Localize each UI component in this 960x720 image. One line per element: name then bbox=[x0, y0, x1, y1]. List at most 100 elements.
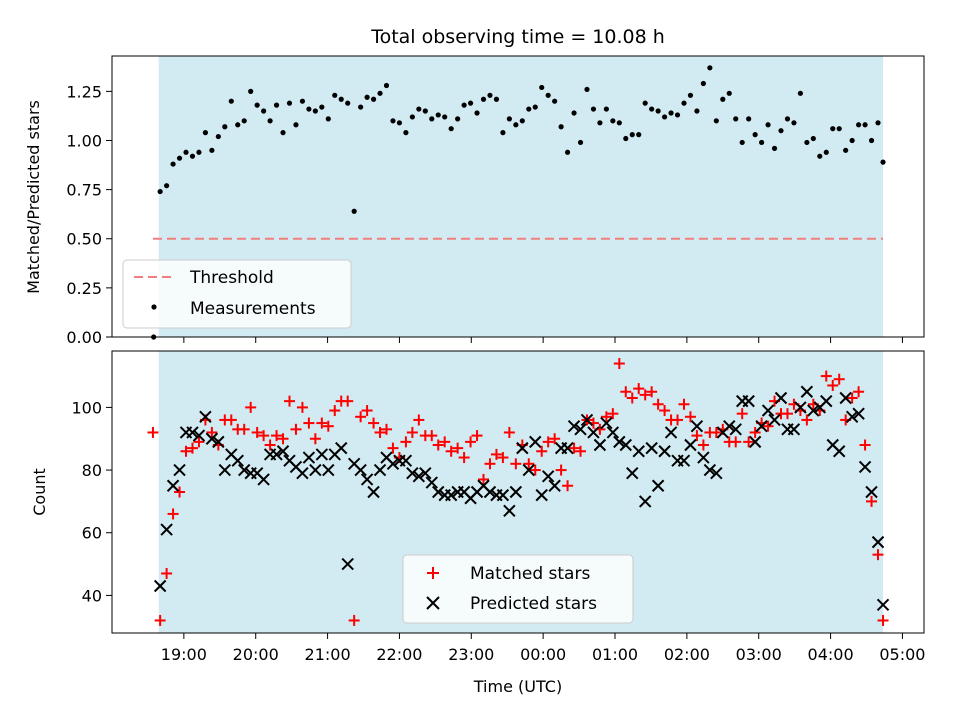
predicted-star-point bbox=[419, 466, 432, 480]
matched-star-point bbox=[497, 452, 509, 464]
predicted-star-point bbox=[852, 407, 865, 420]
predicted-star-point bbox=[406, 466, 419, 480]
matched-star-point bbox=[866, 495, 878, 507]
legend-measurements-swatch bbox=[151, 304, 157, 310]
measurement-point bbox=[370, 96, 377, 102]
measurement-point bbox=[448, 126, 454, 132]
matched-star-point bbox=[147, 426, 159, 438]
matched-star-point bbox=[452, 442, 464, 454]
matched-star-point bbox=[387, 442, 399, 454]
x-tick-label: 23:00 bbox=[448, 645, 494, 664]
matched-star-point bbox=[465, 436, 477, 448]
bottom-y-axis: 40 60 80 100 bbox=[71, 398, 112, 605]
predicted-star-point bbox=[186, 426, 199, 439]
matched-star-point bbox=[872, 549, 884, 561]
predicted-star-point bbox=[503, 504, 516, 518]
top-y-axis-label: Matched/Predicted stars bbox=[24, 100, 43, 294]
measurement-point bbox=[455, 116, 461, 122]
measurement-point bbox=[784, 116, 791, 122]
matched-star-point bbox=[523, 458, 535, 470]
matched-star-point bbox=[348, 614, 360, 626]
matched-star-point bbox=[432, 439, 444, 451]
measurement-point bbox=[797, 90, 804, 96]
chart-title: Total observing time = 10.08 h bbox=[370, 26, 665, 48]
predicted-star-point bbox=[638, 495, 652, 508]
measurement-point bbox=[299, 98, 306, 104]
predicted-star-point bbox=[432, 485, 445, 499]
measurement-point bbox=[526, 106, 532, 112]
matched-star-point bbox=[620, 386, 632, 398]
predicted-star-point bbox=[548, 479, 561, 492]
predicted-star-point bbox=[677, 454, 691, 467]
matched-star-point bbox=[251, 426, 263, 438]
measurement-point bbox=[157, 188, 163, 195]
legend-threshold-label: Threshold bbox=[189, 268, 274, 288]
matched-star-point bbox=[633, 383, 645, 395]
predicted-star-point bbox=[710, 466, 723, 480]
legend-predicted-label: Predicted stars bbox=[470, 594, 597, 614]
predicted-star-point bbox=[761, 404, 775, 417]
measurement-point bbox=[351, 208, 357, 214]
matched-star-point bbox=[555, 464, 567, 476]
matched-star-point bbox=[801, 414, 813, 426]
predicted-star-point bbox=[768, 413, 781, 427]
measurement-point bbox=[532, 104, 538, 110]
measurement-point bbox=[804, 139, 810, 146]
predicted-star-point bbox=[367, 485, 380, 499]
measurement-point bbox=[312, 108, 318, 114]
matched-star-point bbox=[549, 433, 561, 445]
measurement-point bbox=[196, 149, 202, 155]
predicted-star-point bbox=[522, 463, 535, 477]
measurement-point bbox=[681, 100, 687, 106]
predicted-star-point bbox=[845, 410, 859, 424]
measurement-point bbox=[707, 65, 713, 71]
matched-star-point bbox=[368, 417, 380, 429]
measurement-point bbox=[429, 116, 435, 122]
measurement-point bbox=[856, 122, 862, 128]
measurement-point bbox=[235, 122, 241, 128]
measurement-point bbox=[164, 183, 170, 189]
predicted-star-point bbox=[173, 463, 186, 477]
matched-star-point bbox=[827, 379, 839, 391]
matched-star-point bbox=[536, 445, 548, 457]
measurement-point bbox=[222, 124, 228, 130]
matched-star-point bbox=[478, 473, 490, 485]
matched-star-point bbox=[568, 442, 580, 454]
measurement-point bbox=[603, 106, 609, 112]
measurement-point bbox=[241, 118, 247, 124]
predicted-star-point bbox=[800, 385, 814, 398]
predicted-star-point bbox=[322, 463, 335, 477]
predicted-star-point bbox=[276, 445, 290, 458]
measurement-point bbox=[752, 132, 758, 138]
measurement-point bbox=[733, 116, 739, 122]
predicted-star-point bbox=[645, 441, 658, 455]
predicted-star-point bbox=[561, 441, 574, 455]
measurement-point bbox=[597, 120, 603, 126]
predicted-star-point bbox=[729, 423, 742, 436]
measurement-point bbox=[364, 94, 370, 100]
top-y-tick-label: 0.25 bbox=[66, 279, 102, 298]
x-tick-label: 05:00 bbox=[879, 645, 925, 664]
matched-star-point bbox=[264, 439, 276, 451]
measurement-point bbox=[286, 100, 293, 106]
measurement-point bbox=[584, 86, 590, 93]
measurement-point bbox=[293, 122, 299, 128]
predicted-star-point bbox=[876, 598, 890, 612]
matched-star-point bbox=[180, 445, 192, 457]
predicted-star-point bbox=[574, 423, 587, 436]
matched-star-point bbox=[296, 401, 308, 413]
matched-star-point bbox=[859, 439, 871, 451]
measurement-point bbox=[875, 120, 881, 126]
measurement-points bbox=[151, 65, 886, 340]
measurement-point bbox=[661, 114, 668, 120]
matched-star-point bbox=[877, 614, 889, 626]
measurement-point bbox=[836, 126, 842, 132]
measurement-point bbox=[338, 96, 344, 102]
matched-star-point bbox=[309, 433, 321, 445]
measurement-point bbox=[720, 96, 726, 102]
measurement-point bbox=[396, 120, 403, 126]
matched-star-point bbox=[445, 445, 457, 457]
measurement-point bbox=[713, 118, 719, 124]
matched-star-point bbox=[303, 417, 315, 429]
measurement-point bbox=[383, 82, 390, 89]
